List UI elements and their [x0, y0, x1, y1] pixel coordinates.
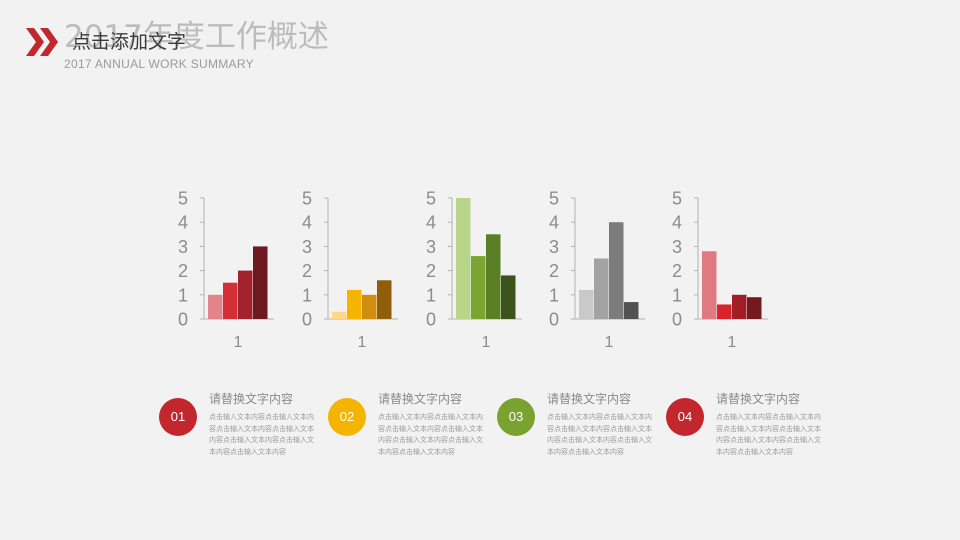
- item-body[interactable]: 点击输入文本内容点击输入文本内容点击输入文本内容点击输入文本内容点击输入文本内容…: [378, 413, 483, 456]
- bar: [579, 289, 594, 319]
- x-tick-label: 1: [482, 334, 491, 351]
- y-tick-label: 2: [178, 261, 188, 281]
- y-tick-label: 2: [426, 261, 436, 281]
- bar: [208, 294, 223, 319]
- bar: [594, 258, 609, 319]
- bar: [362, 294, 377, 319]
- item-body[interactable]: 点击输入文本内容点击输入文本内容点击输入文本内容点击输入文本内容点击输入文本内容…: [547, 413, 652, 456]
- bar: [717, 304, 732, 319]
- y-tick-label: 1: [302, 285, 312, 305]
- y-tick-label: 4: [426, 213, 436, 233]
- y-tick-label: 0: [672, 310, 682, 330]
- bar: [332, 311, 347, 319]
- bar: [223, 282, 238, 319]
- x-tick-label: 1: [358, 334, 367, 351]
- item-title[interactable]: 请替换文字内容: [378, 392, 463, 406]
- y-tick-label: 2: [672, 261, 682, 281]
- bar: [624, 302, 639, 319]
- x-tick-label: 1: [234, 334, 243, 351]
- y-tick-label: 3: [302, 237, 312, 257]
- item-title[interactable]: 请替换文字内容: [716, 392, 801, 406]
- item-title[interactable]: 请替换文字内容: [547, 392, 632, 406]
- y-tick-label: 2: [549, 261, 559, 281]
- number-badge: 01: [159, 398, 197, 436]
- bar: [471, 256, 486, 319]
- y-tick-label: 0: [178, 310, 188, 330]
- y-tick-label: 0: [426, 310, 436, 330]
- number-badge: 04: [666, 398, 704, 436]
- y-tick-label: 1: [426, 285, 436, 305]
- bar: [238, 270, 253, 319]
- x-tick-label: 1: [605, 334, 614, 351]
- y-tick-label: 5: [302, 189, 312, 209]
- bar: [377, 280, 392, 319]
- bar: [747, 297, 762, 319]
- bar: [609, 222, 624, 319]
- y-tick-label: 1: [549, 285, 559, 305]
- bar: [501, 275, 516, 319]
- y-tick-label: 1: [178, 285, 188, 305]
- y-tick-label: 3: [178, 237, 188, 257]
- page-subtitle: 2017 ANNUAL WORK SUMMARY: [64, 57, 254, 71]
- chevron-logo-icon: [26, 28, 58, 56]
- title-placeholder-text[interactable]: 点击添加文字: [72, 31, 187, 53]
- bar: [702, 251, 717, 319]
- item-body[interactable]: 点击输入文本内容点击输入文本内容点击输入文本内容点击输入文本内容点击输入文本内容…: [209, 413, 314, 456]
- item-body[interactable]: 点击输入文本内容点击输入文本内容点击输入文本内容点击输入文本内容点击输入文本内容…: [716, 413, 821, 456]
- y-tick-label: 3: [426, 237, 436, 257]
- page-title: 2017年度工作概述: [64, 19, 329, 55]
- y-tick-label: 1: [672, 285, 682, 305]
- bar: [732, 294, 747, 319]
- y-tick-label: 4: [549, 213, 559, 233]
- number-badge: 02: [328, 398, 366, 436]
- bar: [486, 234, 501, 319]
- bar-charts: 0 1 2 3 4 5 1 0 1 2 3 4 5 1 0 1 2 3 4 5 1 0 1 2 3 4 5 1 0 1 2 3 4 5 1: [178, 189, 768, 351]
- y-tick-label: 5: [426, 189, 436, 209]
- y-tick-label: 3: [549, 237, 559, 257]
- y-tick-label: 0: [302, 310, 312, 330]
- y-tick-label: 4: [672, 213, 682, 233]
- y-tick-label: 4: [302, 213, 312, 233]
- x-tick-label: 1: [728, 334, 737, 351]
- y-tick-label: 2: [302, 261, 312, 281]
- number-badge: 03: [497, 398, 535, 436]
- y-tick-label: 0: [549, 310, 559, 330]
- bar: [456, 198, 471, 319]
- y-tick-label: 5: [549, 189, 559, 209]
- item-title[interactable]: 请替换文字内容: [209, 392, 294, 406]
- y-tick-label: 5: [672, 189, 682, 209]
- bar: [347, 289, 362, 319]
- y-tick-label: 5: [178, 189, 188, 209]
- bar: [253, 246, 268, 319]
- y-tick-label: 3: [672, 237, 682, 257]
- y-tick-label: 4: [178, 213, 188, 233]
